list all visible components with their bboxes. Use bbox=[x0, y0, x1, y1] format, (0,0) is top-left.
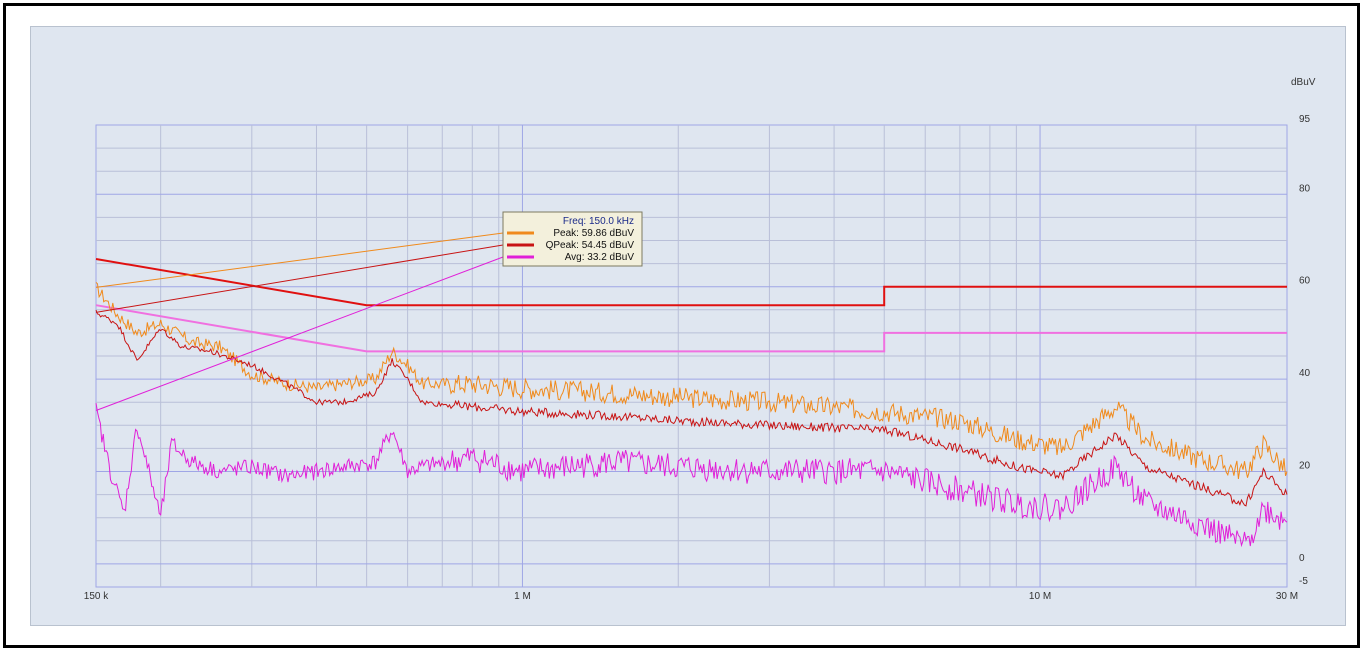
y-tick-label: -5 bbox=[1299, 576, 1308, 587]
tooltip-peak: Peak: 59.86 dBuV bbox=[553, 228, 634, 239]
tooltip-avg: Avg: 33.2 dBuV bbox=[565, 252, 635, 263]
marker-leader-lines bbox=[95, 232, 504, 411]
x-tick-label: 150 k bbox=[84, 591, 109, 602]
tooltip-qpeak: QPeak: 54.45 dBuV bbox=[546, 240, 635, 251]
y-axis-ticks: 95 80 60 40 20 0 -5 bbox=[1299, 114, 1311, 587]
y-tick-label: 80 bbox=[1299, 183, 1311, 194]
y-unit-label: dBuV bbox=[1291, 77, 1316, 88]
grid-lines bbox=[95, 124, 1288, 588]
qpeak-series-line bbox=[95, 309, 1288, 507]
x-tick-label: 1 M bbox=[514, 591, 531, 602]
chart-panel: 150 k 1 M 10 M 30 M 95 80 60 40 20 0 -5 dBuV Freq… bbox=[30, 26, 1346, 626]
y-tick-label: 95 bbox=[1299, 114, 1311, 125]
peak-leader-line bbox=[95, 232, 504, 288]
outer-frame: 150 k 1 M 10 M 30 M 95 80 60 40 20 0 -5 dBuV Freq… bbox=[3, 3, 1360, 648]
tooltip-box bbox=[502, 211, 643, 267]
x-tick-label: 10 M bbox=[1029, 591, 1051, 602]
avg-limit-line bbox=[95, 304, 1287, 353]
emission-chart: 150 k 1 M 10 M 30 M 95 80 60 40 20 0 -5 dBuV Freq… bbox=[84, 77, 1316, 602]
marker-tooltip[interactable]: Freq: 150.0 kHz Peak: 59.86 dBuV QPeak: … bbox=[502, 211, 643, 267]
x-tick-label: 30 M bbox=[1276, 591, 1298, 602]
limit-lines bbox=[95, 258, 1287, 353]
qpeak-leader-line bbox=[95, 244, 504, 313]
avg-series-line bbox=[95, 403, 1288, 548]
y-tick-label: 60 bbox=[1299, 276, 1311, 287]
qp-limit-line bbox=[95, 258, 1287, 307]
x-axis-ticks: 150 k 1 M 10 M 30 M bbox=[84, 591, 1298, 602]
tooltip-freq: Freq: 150.0 kHz bbox=[563, 216, 634, 227]
peak-series-line bbox=[95, 281, 1288, 479]
y-tick-label: 0 bbox=[1299, 553, 1305, 564]
avg-leader-line bbox=[95, 256, 504, 411]
y-tick-label: 40 bbox=[1299, 368, 1311, 379]
data-series bbox=[95, 281, 1288, 548]
y-tick-label: 20 bbox=[1299, 461, 1311, 472]
